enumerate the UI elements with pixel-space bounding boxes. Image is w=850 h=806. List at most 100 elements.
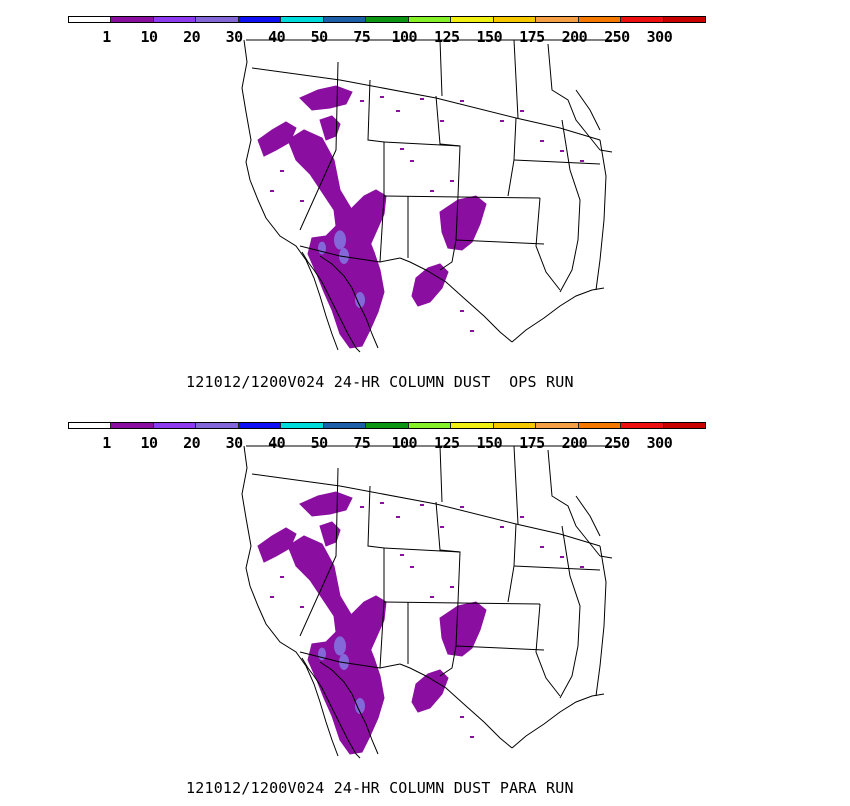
dust-plume (299, 491, 353, 517)
dust-core (334, 636, 346, 656)
state-border (383, 547, 461, 553)
state-border (251, 67, 601, 141)
legend-swatch (323, 17, 367, 22)
state-border (559, 525, 581, 699)
legend-swatch (153, 17, 197, 22)
dust-speck (540, 140, 544, 142)
dust-speck (460, 506, 464, 508)
legend-swatch (196, 17, 239, 22)
state-border (455, 645, 545, 651)
state-border (439, 445, 443, 503)
coastline (399, 663, 605, 749)
dust-map (241, 445, 620, 759)
dust-speck (430, 596, 434, 598)
legend-swatch (111, 423, 154, 428)
legend-tick-label: 175 (519, 434, 545, 452)
dust-speck (380, 96, 384, 98)
map-caption: 121012/1200V024 24-HR COLUMN DUST PARA R… (186, 779, 574, 797)
dust-speck (410, 566, 414, 568)
state-border (507, 523, 517, 603)
dust-plume (299, 85, 353, 111)
dust-speck (280, 170, 284, 172)
state-border (439, 645, 457, 677)
legend-tick-label: 50 (310, 434, 329, 452)
legend-tick-label: 300 (646, 28, 673, 46)
legend-tick-label: 250 (604, 434, 630, 452)
dust-speck (460, 716, 464, 718)
dust-speck (560, 556, 564, 558)
legend-swatch (663, 17, 706, 22)
state-border (383, 195, 541, 199)
dust-plume (411, 263, 449, 307)
legend-swatch (69, 17, 112, 22)
dust-plume (439, 601, 487, 657)
dust-speck (580, 566, 584, 568)
legend-tick-label: 10 (140, 434, 159, 452)
dust-speck (440, 120, 444, 122)
dust-speck (460, 100, 464, 102)
dust-speck (300, 606, 304, 608)
legend-swatch (493, 17, 537, 22)
dust-speck (400, 554, 404, 556)
legend-tick-label: 20 (183, 434, 201, 452)
dust-plume (411, 669, 449, 713)
state-border (575, 495, 601, 537)
dust-speck (430, 190, 434, 192)
legend-tick-label: 200 (561, 434, 588, 452)
legend-tick-label: 40 (268, 434, 286, 452)
dust-speck (450, 180, 454, 182)
dust-speck (280, 576, 284, 578)
state-border (455, 239, 545, 245)
state-border (535, 603, 561, 697)
map-panel-ops: 1 10 20 30 40 50 75 100 125 150 175 200 250 300 12101… (0, 0, 850, 400)
legend-tick-label: 30 (225, 28, 244, 46)
legend-swatch (366, 17, 409, 22)
legend-swatch (153, 423, 197, 428)
state-border (547, 43, 601, 151)
dust-core (355, 698, 365, 714)
legend-tick-label: 50 (310, 28, 329, 46)
state-border (299, 61, 339, 231)
state-border (439, 39, 443, 97)
state-border (599, 149, 613, 153)
legend-tick-label: 40 (268, 28, 286, 46)
legend-swatch (281, 423, 324, 428)
dust-speck (400, 148, 404, 150)
state-border (383, 141, 461, 147)
coastline (241, 39, 339, 351)
state-border (299, 467, 339, 637)
legend-swatch (366, 423, 409, 428)
legend-tick-label: 300 (646, 434, 673, 452)
dust-plume (349, 595, 387, 657)
dust-speck (410, 160, 414, 162)
dust-speck (440, 526, 444, 528)
legend-tick-labels: 1 10 20 30 40 50 75 100 125 150 175 200 250 300 (0, 28, 850, 46)
dust-speck (580, 160, 584, 162)
legend-tick-label: 1 (102, 28, 111, 46)
legend-tick-label: 30 (225, 434, 244, 452)
legend-swatch (281, 17, 324, 22)
dust-core (339, 654, 349, 670)
coastline (301, 657, 379, 759)
legend-swatch (451, 423, 494, 428)
dust-speck (470, 736, 474, 738)
legend-tick-label: 10 (140, 28, 159, 46)
legend-swatch (238, 17, 282, 22)
dust-speck (300, 200, 304, 202)
dust-speck (500, 120, 504, 122)
dust-speck (420, 98, 424, 100)
state-border (439, 239, 457, 271)
dust-plume (257, 121, 297, 157)
legend-tick-label: 1 (102, 434, 111, 452)
state-border (383, 601, 541, 605)
coastline (299, 651, 401, 669)
map-panel-para: 1 10 20 30 40 50 75 100 125 150 175 200 250 300 12101… (0, 406, 850, 806)
dust-speck (470, 330, 474, 332)
legend-swatch (621, 423, 664, 428)
legend-swatch (536, 423, 579, 428)
legend-tick-label: 150 (476, 28, 503, 46)
dust-speck (450, 586, 454, 588)
color-legend-bar (68, 16, 706, 23)
dust-speck (360, 100, 364, 102)
legend-tick-label: 150 (476, 434, 503, 452)
